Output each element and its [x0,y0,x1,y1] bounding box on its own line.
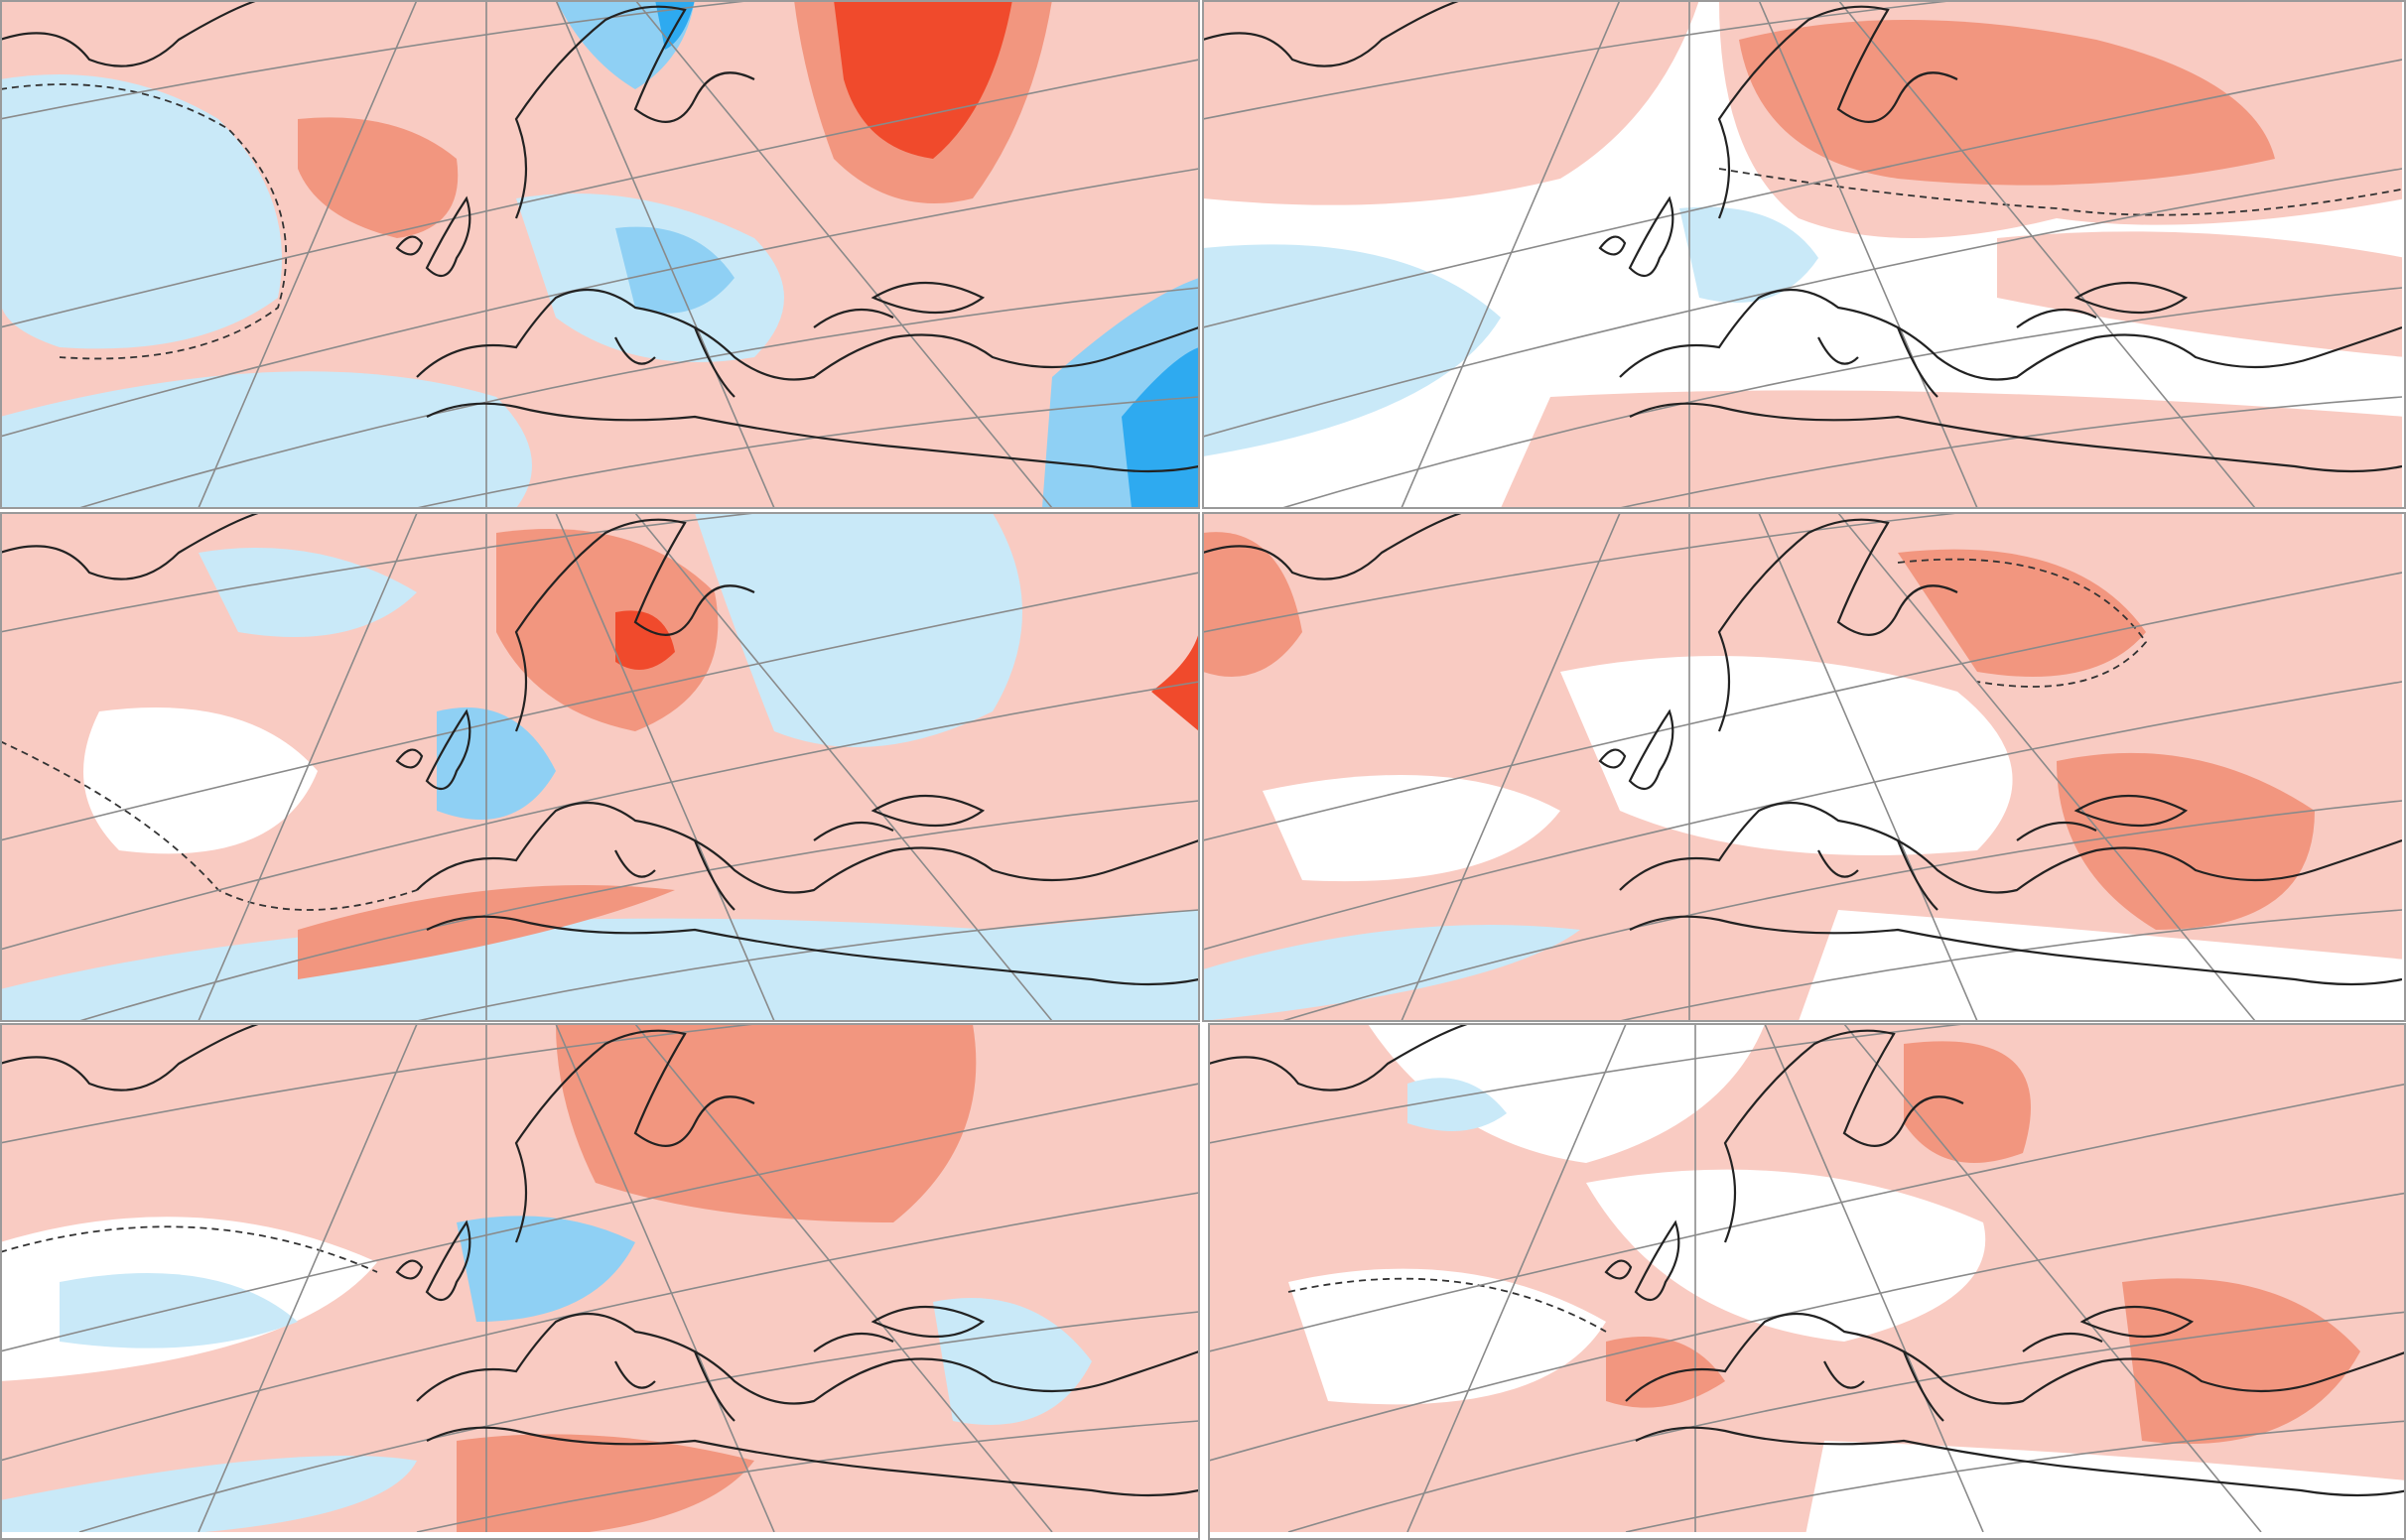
anomaly-area [1898,549,2146,677]
anomaly-area [1263,775,1560,882]
anomaly-area [83,707,318,854]
contour [0,1225,378,1273]
anomaly-area [1739,20,2275,186]
anomaly-area [437,707,556,820]
anomaly-area [556,1024,977,1222]
anomaly-area [457,1434,754,1532]
anomaly-area [1679,206,1818,303]
anomaly-area [695,513,1022,747]
map-panel [0,513,1199,1021]
contour [1287,1277,1607,1333]
anomaly-area [1560,656,2013,855]
anomaly-area [1805,1441,2406,1532]
anomaly-area [0,74,282,349]
anomaly-area [457,1216,635,1322]
anomaly-area [1203,532,1302,677]
anomaly-area [1407,1078,1507,1131]
contour [0,83,288,360]
anomaly-area [2122,1278,2360,1445]
anomaly-area [834,0,1012,159]
contour [1718,168,2402,216]
map-panel [1209,1024,2406,1532]
anomaly-area [1288,1268,1606,1405]
anomaly-area [0,1456,417,1532]
anomaly-area [298,117,459,238]
anomaly-area [1799,910,2402,1021]
map-panel [0,1024,1199,1532]
anomaly-area [1151,632,1199,731]
anomaly-area [60,1273,298,1348]
anomaly-area [496,529,719,731]
anomaly-area [933,1298,1092,1425]
anomaly-area [0,371,532,508]
anomaly-area [1122,347,1199,508]
anomaly-area [1203,244,1501,456]
anomaly-area [1586,1169,1986,1342]
map-panel [1203,513,2402,1021]
map-panel [1203,0,2402,508]
anomaly-area [199,548,417,637]
anomaly-area [615,610,675,670]
anomaly-area [615,226,735,314]
anomaly-area [1368,1024,1765,1163]
anomaly-area [1203,925,1580,1021]
anomaly-area [1997,231,2402,357]
map-panel [0,0,1199,508]
anomaly-area [1904,1041,2031,1163]
